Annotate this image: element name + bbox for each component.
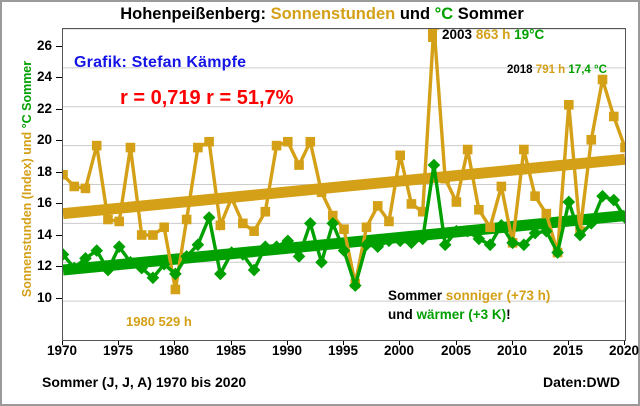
y-tick-mark-18 [56, 172, 62, 173]
data-source-label: Daten:DWD [543, 374, 620, 390]
title-prefix: Hohenpeißenberg: [120, 5, 271, 23]
title-suffix: Sommer [453, 5, 524, 23]
x-tick-label-1980: 1980 [158, 343, 190, 358]
min-year-annotation: 1980 529 h [126, 314, 192, 329]
x-tick-label-2015: 2015 [552, 343, 584, 358]
title-middle: und [395, 5, 435, 23]
y-tick-mark-20 [56, 140, 62, 141]
y-tick-label-26: 26 [36, 38, 52, 53]
x-tick-mark-2005 [456, 339, 457, 345]
trend-temp-tail: ! [506, 307, 511, 322]
x-tick-label-1995: 1995 [327, 343, 359, 358]
y-tick-mark-14 [56, 235, 62, 236]
y-tick-label-16: 16 [36, 195, 52, 210]
x-tick-mark-2020 [624, 339, 625, 345]
x-tick-mark-2015 [568, 339, 569, 345]
x-tick-mark-1990 [287, 339, 288, 345]
x-tick-label-1985: 1985 [215, 343, 247, 358]
trend-lines [63, 153, 625, 276]
max-year-hours: 863 h [475, 27, 511, 42]
max-year-temp: 19°C [514, 27, 545, 42]
title-celsius: °C [434, 5, 454, 23]
second-year-value: 2018 [507, 64, 533, 76]
x-tick-mark-2010 [512, 339, 513, 345]
y-tick-mark-24 [56, 77, 62, 78]
y-tick-label-20: 20 [36, 132, 52, 147]
correlation-annotation: r = 0,719 r = 51,7% [120, 87, 294, 109]
trend-temp-annotation: und wärmer (+3 K)! [388, 307, 511, 322]
x-tick-mark-1985 [231, 339, 232, 345]
x-tick-mark-1995 [343, 339, 344, 345]
title-sun-word: Sonnenstunden [270, 5, 396, 23]
y-tick-mark-10 [56, 298, 62, 299]
y-tick-mark-12 [56, 266, 62, 267]
y-tick-label-22: 22 [36, 101, 52, 116]
footer-caption: Sommer (J, J, A) 1970 bis 2020 [42, 374, 247, 390]
max-year-annotation: 2003 863 h 19°C [442, 27, 544, 42]
x-tick-label-1975: 1975 [102, 343, 134, 358]
x-tick-label-2020: 2020 [608, 343, 640, 358]
trend-sun-annotation: Sommer sonniger (+73 h) [388, 288, 550, 303]
trend-sun-prefix: Sommer [388, 288, 446, 303]
chart-title: Hohenpeißenberg: Sonnenstunden und °C So… [2, 5, 640, 24]
x-tick-mark-1975 [118, 339, 119, 345]
second-year-annotation: 2018 791 h 17,4 °C [507, 64, 607, 76]
y-tick-label-14: 14 [36, 227, 52, 242]
y-tick-label-24: 24 [36, 69, 52, 84]
second-year-temp: 17,4 °C [568, 64, 607, 76]
x-tick-mark-1980 [174, 339, 175, 345]
x-tick-label-2000: 2000 [383, 343, 415, 358]
x-tick-mark-1970 [62, 339, 63, 345]
y-tick-mark-26 [56, 46, 62, 47]
x-tick-label-1990: 1990 [271, 343, 303, 358]
second-year-hours: 791 h [535, 64, 566, 76]
y-tick-label-18: 18 [36, 164, 52, 179]
max-year-marker-icon [428, 29, 437, 42]
trend-temp-prefix: und [388, 307, 417, 322]
y-tick-label-10: 10 [36, 290, 52, 305]
credit-annotation: Grafik: Stefan Kämpfe [74, 54, 247, 71]
x-tick-label-2005: 2005 [440, 343, 472, 358]
series-canvas [63, 29, 625, 302]
x-tick-label-2010: 2010 [496, 343, 528, 358]
max-year-value: 2003 [442, 27, 473, 42]
plot-area [62, 28, 626, 341]
y-tick-mark-16 [56, 203, 62, 204]
x-tick-label-1970: 1970 [46, 343, 78, 358]
trend-temp-value: wärmer (+3 K) [416, 307, 507, 322]
data-series [63, 29, 625, 295]
x-tick-mark-2000 [399, 339, 400, 345]
y-tick-mark-22 [56, 109, 62, 110]
y-tick-label-12: 12 [36, 258, 52, 273]
trend-sun-value: sonniger (+73 h) [445, 288, 551, 303]
